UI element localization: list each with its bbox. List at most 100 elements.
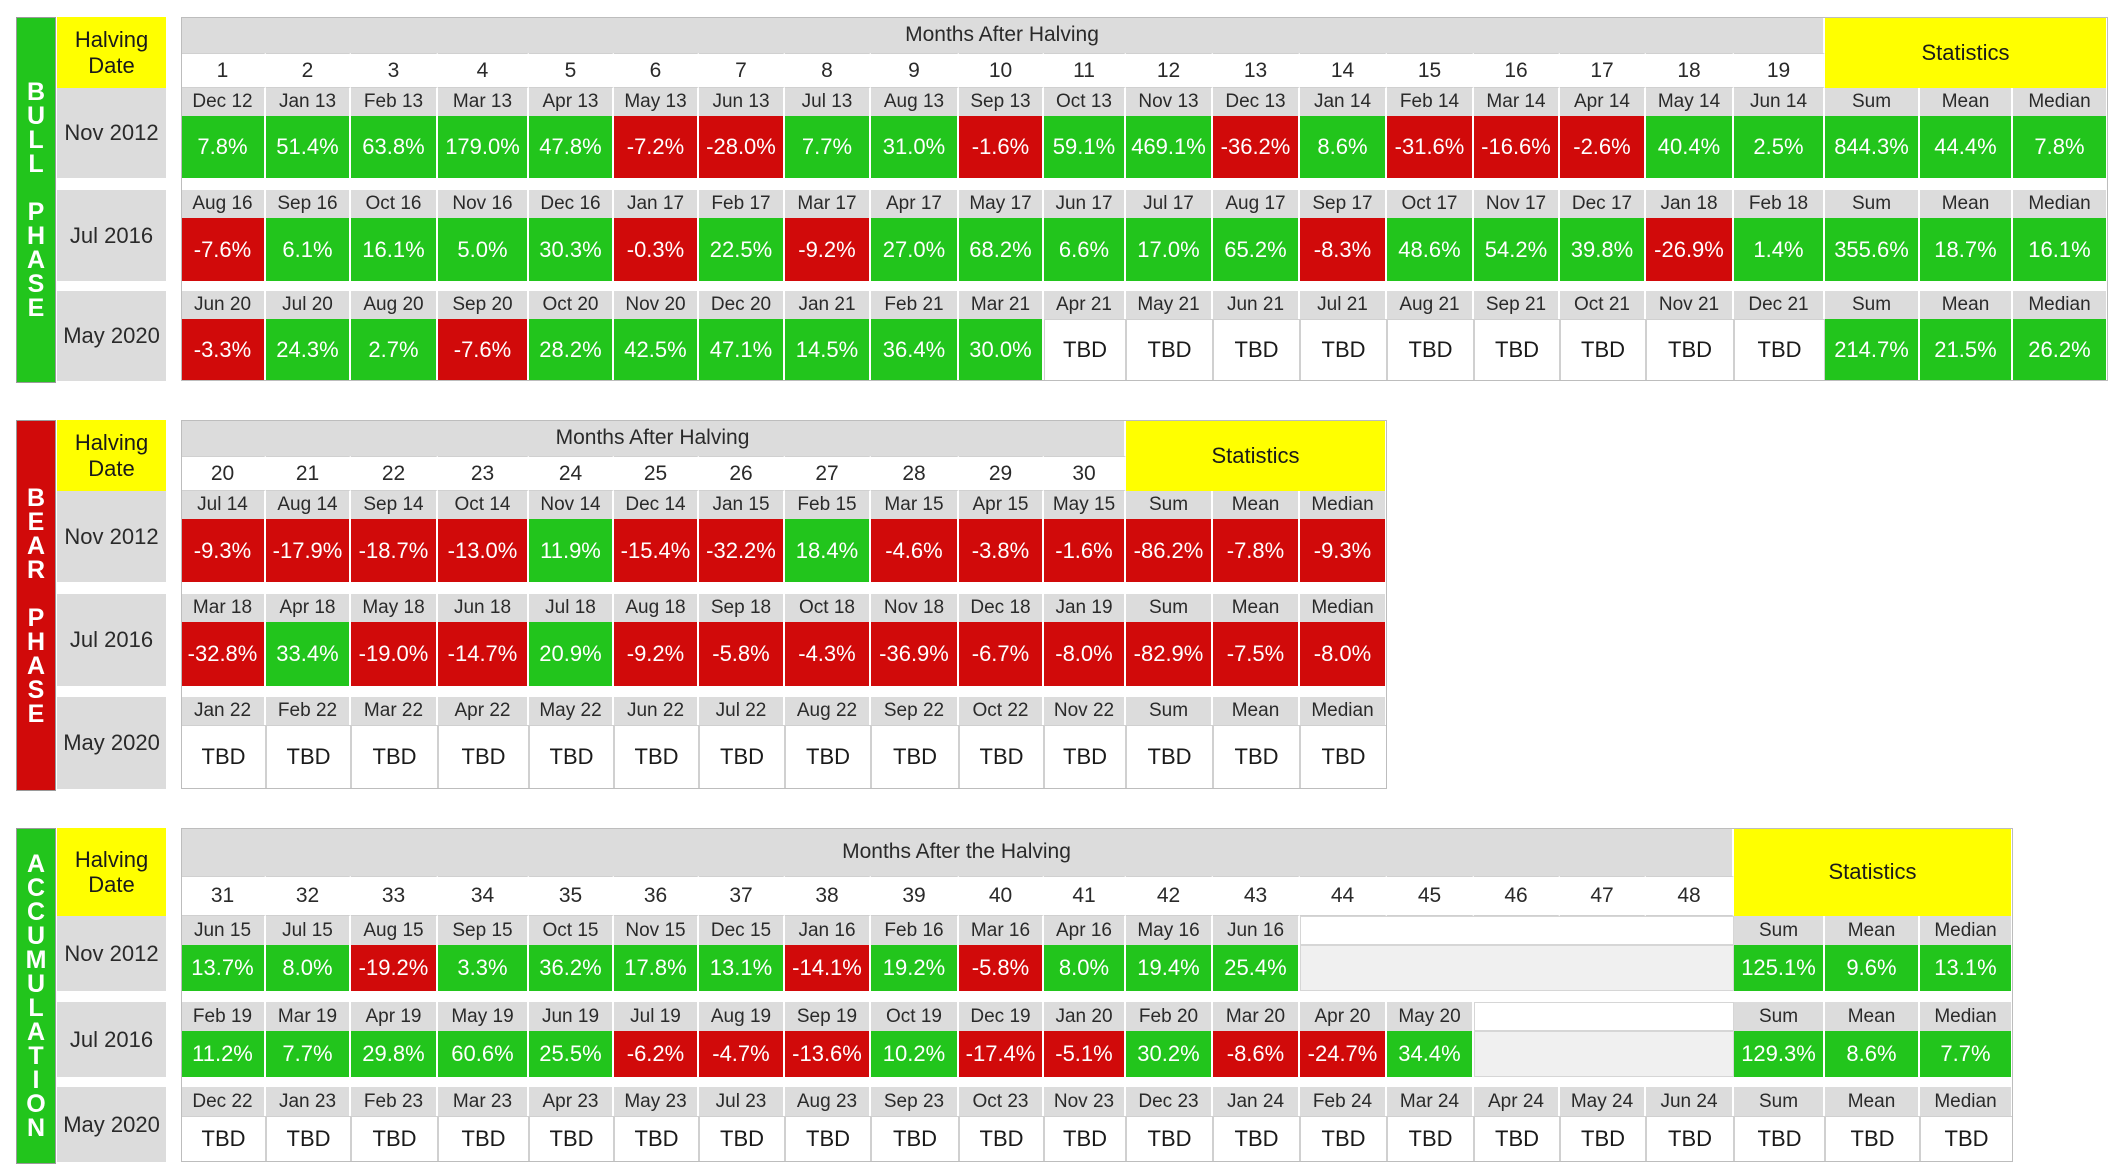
monthly-return: 6.1% bbox=[266, 218, 351, 281]
stat-sum-label: Sum bbox=[1734, 1087, 1825, 1116]
stat-mean-value: 9.6% bbox=[1825, 945, 1920, 991]
stat-mean-label: Mean bbox=[1825, 1087, 1920, 1116]
month-number: 46 bbox=[1474, 876, 1560, 916]
monthly-return: TBD bbox=[1126, 1116, 1213, 1162]
month-label: May 24 bbox=[1560, 1087, 1646, 1116]
monthly-return: -14.1% bbox=[785, 945, 871, 991]
monthly-return: TBD bbox=[785, 725, 871, 789]
month-label: Dec 18 bbox=[959, 594, 1044, 622]
statistics-header: Statistics bbox=[1126, 420, 1387, 491]
monthly-return: TBD bbox=[1044, 1116, 1126, 1162]
month-label: Mar 16 bbox=[959, 916, 1044, 945]
month-label: Jul 21 bbox=[1300, 291, 1387, 319]
monthly-return: -13.6% bbox=[785, 1031, 871, 1077]
month-label: Oct 18 bbox=[785, 594, 871, 622]
monthly-return: TBD bbox=[871, 725, 959, 789]
monthly-return: 25.4% bbox=[1213, 945, 1300, 991]
monthly-return: 47.1% bbox=[699, 319, 785, 381]
stat-mean-value: 21.5% bbox=[1920, 319, 2013, 381]
stat-sum-value: 355.6% bbox=[1825, 218, 1920, 281]
month-label: Apr 18 bbox=[266, 594, 351, 622]
monthly-return: 51.4% bbox=[266, 116, 351, 178]
monthly-return: -18.7% bbox=[351, 519, 438, 582]
month-label: Nov 13 bbox=[1126, 88, 1213, 116]
stat-mean-label: Mean bbox=[1213, 697, 1300, 725]
month-number: 41 bbox=[1044, 876, 1126, 916]
month-label: Apr 17 bbox=[871, 190, 959, 218]
monthly-return: 16.1% bbox=[351, 218, 438, 281]
monthly-return: -32.2% bbox=[699, 519, 785, 582]
month-label: Sep 15 bbox=[438, 916, 529, 945]
monthly-return: -3.3% bbox=[181, 319, 266, 381]
month-label: Feb 13 bbox=[351, 88, 438, 116]
month-label: Apr 14 bbox=[1560, 88, 1646, 116]
monthly-return: -24.7% bbox=[1300, 1031, 1387, 1077]
monthly-return: TBD bbox=[1213, 1116, 1300, 1162]
month-number: 43 bbox=[1213, 876, 1300, 916]
stat-median-label: Median bbox=[2013, 291, 2108, 319]
month-label: May 19 bbox=[438, 1002, 529, 1031]
month-label: May 14 bbox=[1646, 88, 1734, 116]
month-number: 9 bbox=[871, 53, 959, 88]
month-label: Apr 21 bbox=[1044, 291, 1126, 319]
monthly-return: TBD bbox=[1126, 319, 1213, 381]
monthly-return: 11.9% bbox=[529, 519, 614, 582]
month-label: Nov 20 bbox=[614, 291, 699, 319]
stat-median-value: 7.7% bbox=[1920, 1031, 2013, 1077]
month-label: Oct 16 bbox=[351, 190, 438, 218]
month-number: 5 bbox=[529, 53, 614, 88]
monthly-return: TBD bbox=[266, 725, 351, 789]
monthly-return: -5.1% bbox=[1044, 1031, 1126, 1077]
halving-date: May 2020 bbox=[57, 1087, 168, 1162]
month-label: Jun 18 bbox=[438, 594, 529, 622]
month-label: Apr 23 bbox=[529, 1087, 614, 1116]
monthly-return: TBD bbox=[529, 725, 614, 789]
month-label: Jul 20 bbox=[266, 291, 351, 319]
month-number: 23 bbox=[438, 456, 529, 491]
month-label: Aug 21 bbox=[1387, 291, 1474, 319]
monthly-return: TBD bbox=[1474, 1116, 1560, 1162]
statistics-header: Statistics bbox=[1734, 828, 2013, 916]
monthly-return: TBD bbox=[1560, 319, 1646, 381]
month-label: Jan 14 bbox=[1300, 88, 1387, 116]
month-label: Jul 17 bbox=[1126, 190, 1213, 218]
month-label: Feb 20 bbox=[1126, 1002, 1213, 1031]
monthly-return: TBD bbox=[871, 1116, 959, 1162]
month-label: Aug 16 bbox=[181, 190, 266, 218]
stat-sum-value: 214.7% bbox=[1825, 319, 1920, 381]
monthly-return: -8.0% bbox=[1044, 622, 1126, 686]
monthly-return: 7.8% bbox=[181, 116, 266, 178]
halving-date: Nov 2012 bbox=[57, 916, 168, 991]
month-number: 18 bbox=[1646, 53, 1734, 88]
month-label: Sep 19 bbox=[785, 1002, 871, 1031]
month-label: Feb 22 bbox=[266, 697, 351, 725]
monthly-return: 30.0% bbox=[959, 319, 1044, 381]
month-label: Oct 15 bbox=[529, 916, 614, 945]
monthly-return: TBD bbox=[1560, 1116, 1646, 1162]
stat-median-value: -9.3% bbox=[1300, 519, 1387, 582]
month-label: Nov 15 bbox=[614, 916, 699, 945]
month-label: Jun 13 bbox=[699, 88, 785, 116]
month-label: Jun 15 bbox=[181, 916, 266, 945]
monthly-return: -15.4% bbox=[614, 519, 699, 582]
stat-mean-value: TBD bbox=[1213, 725, 1300, 789]
stat-mean-value: 18.7% bbox=[1920, 218, 2013, 281]
month-label: Apr 15 bbox=[959, 491, 1044, 519]
monthly-return: TBD bbox=[959, 1116, 1044, 1162]
monthly-return: -5.8% bbox=[959, 945, 1044, 991]
month-label: Jan 20 bbox=[1044, 1002, 1126, 1031]
monthly-return: TBD bbox=[1044, 725, 1126, 789]
monthly-return: -17.9% bbox=[266, 519, 351, 582]
stat-median-value: TBD bbox=[1300, 725, 1387, 789]
month-number: 33 bbox=[351, 876, 438, 916]
monthly-return: -28.0% bbox=[699, 116, 785, 178]
month-label: Apr 22 bbox=[438, 697, 529, 725]
month-label: Oct 22 bbox=[959, 697, 1044, 725]
monthly-return: 31.0% bbox=[871, 116, 959, 178]
month-label: Dec 14 bbox=[614, 491, 699, 519]
stat-sum-value: 129.3% bbox=[1734, 1031, 1825, 1077]
stat-sum-value: TBD bbox=[1126, 725, 1213, 789]
monthly-return: -19.2% bbox=[351, 945, 438, 991]
month-number: 27 bbox=[785, 456, 871, 491]
month-label: Mar 18 bbox=[181, 594, 266, 622]
